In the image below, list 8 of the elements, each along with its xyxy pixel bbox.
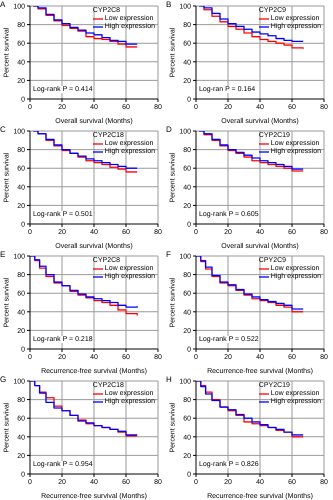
chart-title: A bbox=[0, 0, 6, 9]
chart-title: D bbox=[166, 125, 172, 134]
chart-title: F bbox=[166, 250, 171, 259]
chart-title: C bbox=[0, 125, 6, 134]
chart-title: E bbox=[0, 250, 6, 259]
chart-title: H bbox=[166, 375, 172, 384]
chart-title: B bbox=[166, 0, 172, 9]
chart-title: G bbox=[0, 375, 6, 384]
